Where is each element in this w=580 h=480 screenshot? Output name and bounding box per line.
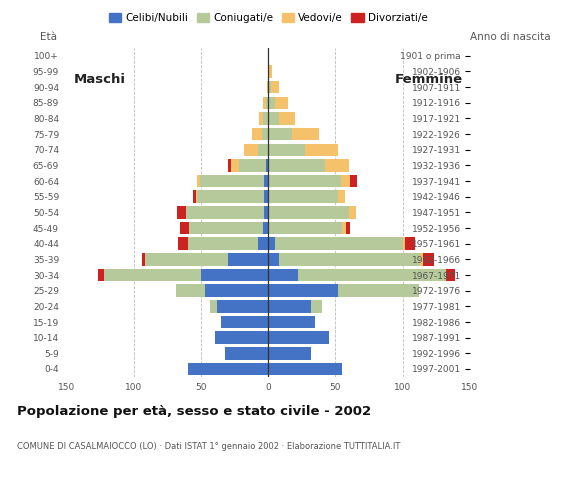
Bar — [268, 81, 271, 94]
Legend: Celibi/Nubili, Coniugati/e, Vedovi/e, Divorziati/e: Celibi/Nubili, Coniugati/e, Vedovi/e, Di… — [104, 9, 432, 27]
Bar — [178, 238, 188, 250]
Text: Anno di nascita: Anno di nascita — [470, 32, 550, 42]
Bar — [176, 285, 205, 297]
Bar — [180, 222, 189, 234]
Bar — [268, 300, 311, 312]
Bar — [268, 206, 349, 219]
Bar — [341, 175, 350, 187]
Bar — [304, 144, 338, 156]
Bar — [445, 269, 455, 281]
Bar — [264, 206, 268, 219]
Bar — [188, 363, 268, 375]
Bar — [200, 175, 264, 187]
Bar — [268, 112, 279, 125]
Bar — [268, 144, 305, 156]
Bar — [263, 96, 266, 109]
Bar — [264, 191, 268, 203]
Text: Maschi: Maschi — [74, 73, 125, 86]
Bar — [201, 269, 268, 281]
Bar — [268, 269, 298, 281]
Bar — [268, 316, 316, 328]
Bar — [298, 269, 445, 281]
Bar — [268, 191, 338, 203]
Bar — [268, 285, 338, 297]
Bar — [97, 269, 104, 281]
Bar — [338, 191, 345, 203]
Bar — [275, 96, 288, 109]
Bar — [195, 191, 197, 203]
Bar — [228, 253, 268, 265]
Bar — [349, 206, 356, 219]
Bar — [279, 112, 295, 125]
Bar — [403, 238, 405, 250]
Bar — [104, 269, 201, 281]
Bar — [188, 238, 258, 250]
Bar — [346, 222, 350, 234]
Bar — [268, 238, 275, 250]
Bar — [267, 81, 268, 94]
Bar — [258, 144, 268, 156]
Bar — [338, 285, 419, 297]
Bar — [259, 112, 263, 125]
Bar — [271, 81, 279, 94]
Bar — [268, 128, 292, 140]
Bar — [420, 253, 423, 265]
Bar — [268, 159, 325, 172]
Bar — [211, 300, 217, 312]
Bar — [231, 159, 239, 172]
Bar — [144, 253, 228, 265]
Text: Femmine: Femmine — [395, 73, 463, 86]
Bar — [258, 238, 268, 250]
Text: Età: Età — [40, 32, 57, 42]
Bar — [189, 222, 263, 234]
Bar — [239, 159, 266, 172]
Bar — [197, 191, 264, 203]
Bar — [325, 159, 349, 172]
Text: COMUNE DI CASALMAIOCCO (LO) · Dati ISTAT 1° gennaio 2002 · Elaborazione TUTTITAL: COMUNE DI CASALMAIOCCO (LO) · Dati ISTAT… — [17, 442, 401, 451]
Bar — [228, 159, 231, 172]
Bar — [263, 222, 268, 234]
Bar — [193, 191, 195, 203]
Bar — [279, 253, 420, 265]
Bar — [263, 112, 268, 125]
Bar — [215, 331, 268, 344]
Bar — [268, 175, 341, 187]
Bar — [262, 128, 268, 140]
Bar — [342, 222, 346, 234]
Bar — [142, 253, 144, 265]
Bar — [268, 331, 329, 344]
Bar — [221, 316, 268, 328]
Bar — [252, 128, 262, 140]
Bar — [264, 175, 268, 187]
Bar — [268, 253, 279, 265]
Bar — [268, 347, 311, 360]
Bar — [266, 159, 268, 172]
Bar — [186, 206, 264, 219]
Text: Popolazione per età, sesso e stato civile - 2002: Popolazione per età, sesso e stato civil… — [17, 405, 372, 418]
Bar — [350, 175, 357, 187]
Bar — [311, 300, 322, 312]
Bar — [268, 65, 272, 78]
Bar — [197, 175, 200, 187]
Bar — [177, 206, 186, 219]
Bar — [268, 96, 275, 109]
Bar — [405, 238, 415, 250]
Bar — [205, 285, 268, 297]
Bar — [423, 253, 433, 265]
Bar — [244, 144, 258, 156]
Bar — [275, 238, 403, 250]
Bar — [217, 300, 268, 312]
Bar — [268, 363, 342, 375]
Bar — [292, 128, 320, 140]
Bar — [266, 96, 268, 109]
Bar — [268, 222, 342, 234]
Bar — [225, 347, 268, 360]
